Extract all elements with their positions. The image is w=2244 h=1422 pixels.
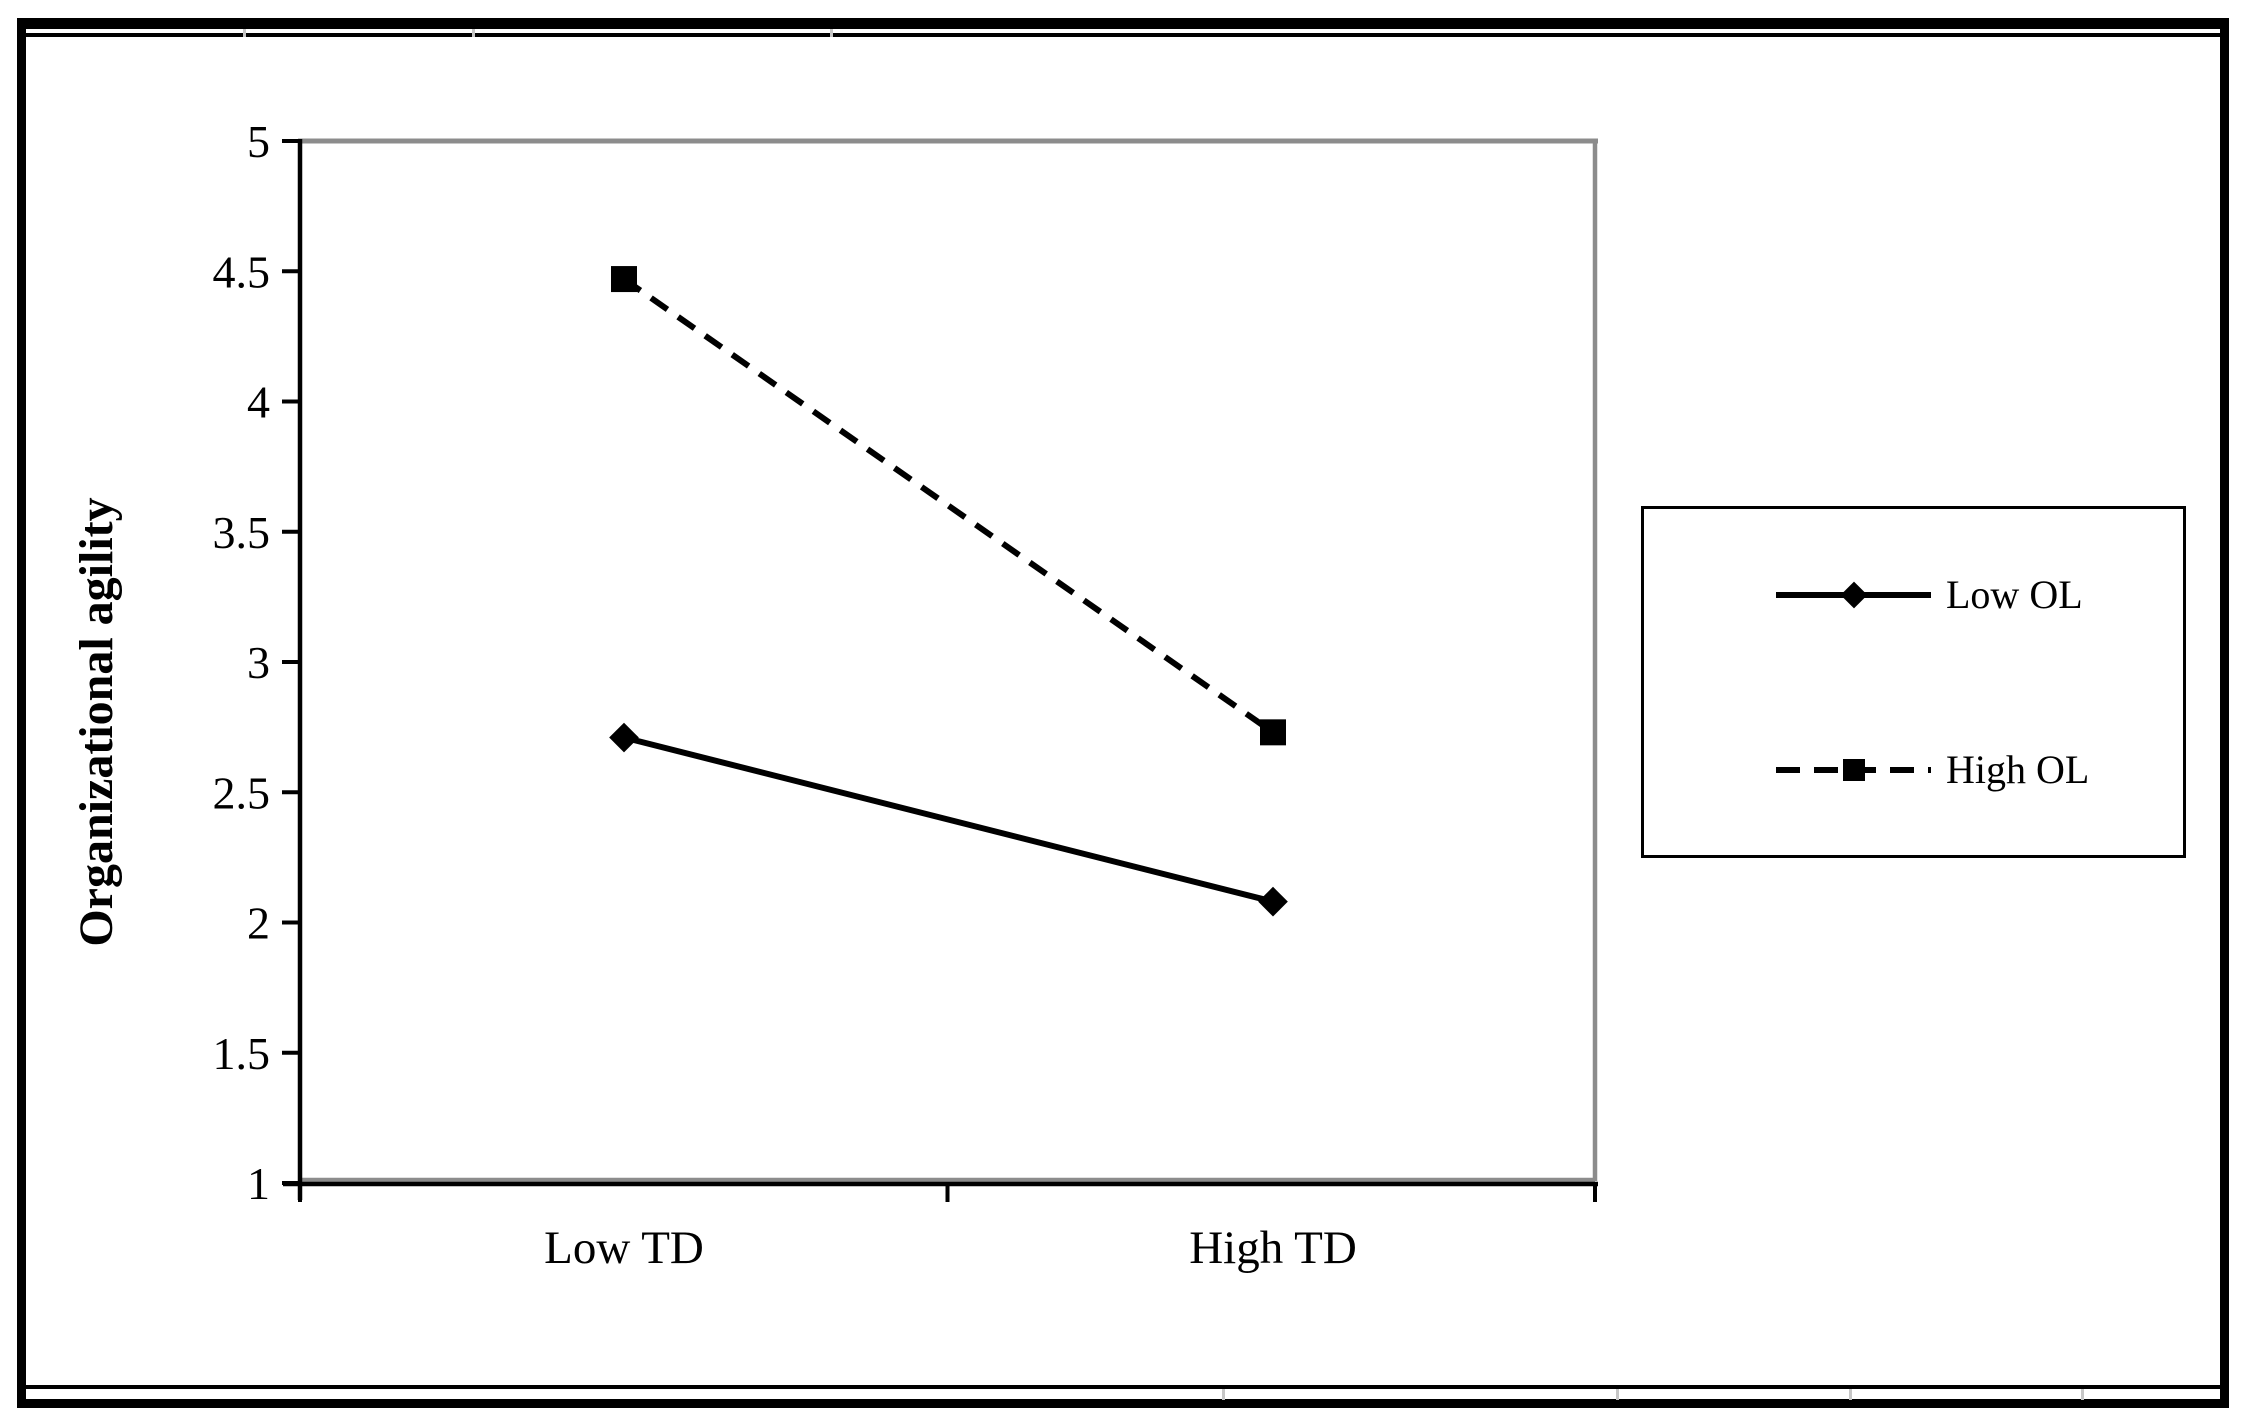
x-category-label: Low TD: [544, 1222, 704, 1274]
frame-top-thin: [17, 33, 2229, 37]
legend-label-low-ol: Low OL: [1946, 572, 2083, 617]
y-tick-label: 3.5: [213, 507, 271, 558]
scan-rule-mark: [472, 29, 475, 37]
legend-entry-high-ol: High OL: [1776, 750, 2089, 790]
series-line-low-ol: [623, 734, 1274, 905]
legend-solid-diamond-sample: [1776, 581, 1931, 609]
y-tick-label: 1.5: [213, 1028, 271, 1079]
legend-entry-low-ol: Low OL: [1776, 575, 2083, 615]
scan-rule-mark: [830, 29, 833, 37]
frame-right-bar: [2220, 18, 2229, 1408]
frame-bottom-thick: [17, 1399, 2229, 1408]
x-category-label: High TD: [1189, 1222, 1357, 1274]
scan-rule-mark: [1616, 1389, 1619, 1400]
legend-sample-marker: [1840, 581, 1868, 609]
legend-label-high-ol: High OL: [1946, 747, 2090, 792]
legend-dashed-square-sample: [1776, 759, 1931, 781]
y-tick-label: 4.5: [213, 246, 271, 297]
scan-rule-mark: [1222, 1389, 1225, 1400]
frame-top-thick: [17, 18, 2229, 29]
legend: Low OL High OL: [1641, 506, 2186, 858]
y-tick-label: 5: [247, 116, 270, 167]
frame-left-bar: [17, 18, 26, 1408]
y-tick-label: 1: [247, 1158, 270, 1209]
y-tick-label: 2.5: [213, 767, 271, 818]
marker-square-high-ol: [611, 266, 637, 293]
series-line-high-ol: [622, 276, 1275, 735]
y-axis-title: Organizational agility: [70, 497, 123, 946]
y-tick-label: 2: [247, 898, 270, 949]
marker-diamond-low-ol: [1258, 886, 1288, 917]
y-tick-label: 3: [247, 637, 270, 688]
scan-rule-mark: [2081, 1389, 2084, 1400]
legend-sample-marker: [1843, 759, 1865, 781]
marker-square-high-ol: [1260, 719, 1286, 746]
marker-diamond-low-ol: [609, 722, 639, 753]
frame-bottom-thin: [17, 1385, 2229, 1389]
y-tick-label: 4: [247, 377, 270, 428]
scan-rule-mark: [243, 29, 246, 37]
scan-rule-mark: [1849, 1389, 1852, 1400]
